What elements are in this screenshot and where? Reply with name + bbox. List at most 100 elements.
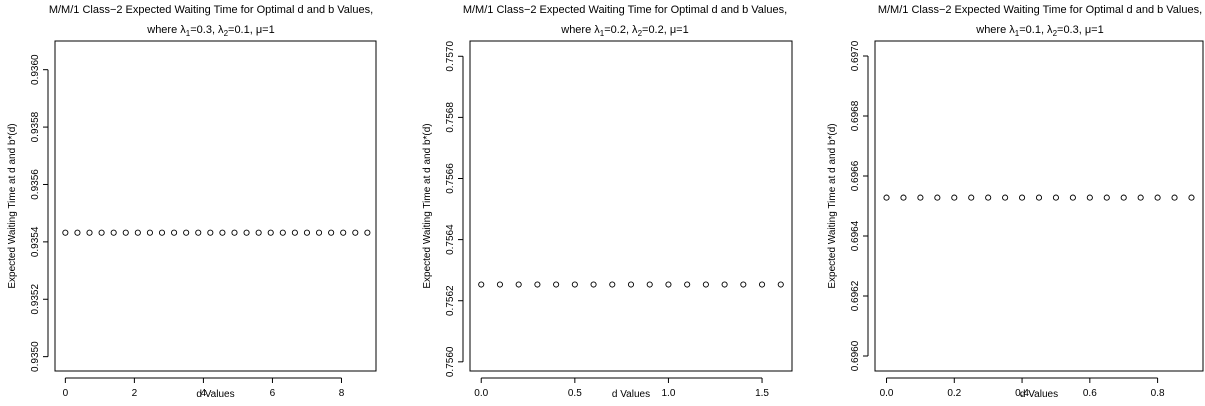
chart-title: M/M/1 Class−2 Expected Waiting Time for … xyxy=(49,4,373,16)
plot-area xyxy=(874,40,1204,372)
y-tick-label: 0.6964 xyxy=(850,220,861,251)
subtitle-text: =0.3, λ xyxy=(190,24,224,36)
y-axis-label: Expected Waiting Time at d and b*(d) xyxy=(422,123,433,288)
y-tick-label: 0.9356 xyxy=(30,169,41,200)
y-tick-label: 0.7562 xyxy=(445,285,456,316)
data-point xyxy=(721,281,728,288)
subscript: 1 xyxy=(1015,29,1020,38)
chart-title: M/M/1 Class−2 Expected Waiting Time for … xyxy=(878,4,1202,16)
y-tick-label: 0.6960 xyxy=(850,340,861,371)
x-tick-label: 4 xyxy=(201,388,207,399)
data-point xyxy=(207,229,214,236)
x-tick-label: 0.6 xyxy=(1083,388,1097,399)
chart-title: M/M/1 Class−2 Expected Waiting Time for … xyxy=(463,4,787,16)
x-tick-label: 1.5 xyxy=(755,388,769,399)
x-tick-label: 0.0 xyxy=(880,388,894,399)
chart-subtitle: where λ1=0.2, λ2=0.2, μ=1 xyxy=(560,24,688,38)
data-point xyxy=(158,229,166,236)
y-tick-label: 0.6966 xyxy=(850,160,861,191)
data-point xyxy=(134,229,141,236)
subtitle-text: where λ xyxy=(975,24,1015,36)
data-point xyxy=(646,281,653,288)
subtitle-text: =0.1, λ xyxy=(1019,24,1053,36)
x-axis-label: d Values xyxy=(196,389,234,400)
data-point xyxy=(1019,194,1026,201)
data-point xyxy=(255,229,262,236)
data-point xyxy=(553,281,560,288)
data-point xyxy=(985,194,992,201)
data-point xyxy=(777,281,784,288)
subtitle-text: where λ xyxy=(560,24,600,36)
data-point xyxy=(328,229,335,236)
x-tick-label: 2 xyxy=(132,388,138,399)
data-point xyxy=(590,281,597,288)
data-point xyxy=(534,281,541,288)
data-point xyxy=(122,229,129,236)
data-point xyxy=(146,229,153,236)
y-tick-label: 0.7566 xyxy=(445,163,456,194)
data-point xyxy=(279,229,286,236)
subtitle-text: where λ xyxy=(146,24,186,36)
subtitle-text: =0.3, μ=1 xyxy=(1057,24,1104,36)
data-point xyxy=(900,194,907,201)
chart-panel-1: M/M/1 Class−2 Expected Waiting Time for … xyxy=(7,4,377,400)
data-point xyxy=(86,229,93,236)
data-point xyxy=(62,229,69,236)
data-point xyxy=(267,229,274,236)
x-tick-label: 0.4 xyxy=(1015,388,1029,399)
y-tick-label: 0.9358 xyxy=(30,111,41,142)
data-point xyxy=(917,194,924,201)
data-point xyxy=(684,281,691,288)
x-axis-label: d Values xyxy=(612,389,650,400)
y-tick-label: 0.9360 xyxy=(30,54,41,85)
data-point xyxy=(340,229,347,236)
data-point xyxy=(1086,194,1093,201)
data-point xyxy=(110,229,117,236)
data-point xyxy=(478,281,485,288)
data-point xyxy=(934,194,941,201)
data-point xyxy=(183,229,190,236)
data-point xyxy=(496,281,504,288)
y-axis-label: Expected Waiting Time at d and b*(d) xyxy=(827,123,838,288)
data-point xyxy=(1154,194,1161,201)
y-tick-label: 0.6962 xyxy=(850,280,861,311)
data-point xyxy=(883,194,890,201)
data-point xyxy=(171,229,178,236)
data-point xyxy=(1120,194,1127,201)
data-point xyxy=(231,229,238,236)
chart-panel-3: M/M/1 Class−2 Expected Waiting Time for … xyxy=(827,4,1204,400)
data-point xyxy=(758,281,766,288)
x-axis-label: d Values xyxy=(1020,389,1058,400)
data-point xyxy=(1188,194,1195,201)
data-point xyxy=(968,194,975,201)
data-point xyxy=(515,281,522,288)
y-tick-label: 0.9350 xyxy=(30,341,41,372)
data-point xyxy=(740,281,747,288)
data-point xyxy=(1103,194,1110,201)
subscript: 2 xyxy=(224,29,229,38)
data-point xyxy=(1002,194,1009,201)
subscript: 2 xyxy=(1053,29,1058,38)
x-tick-label: 8 xyxy=(339,388,345,399)
y-tick-label: 0.7570 xyxy=(445,41,456,72)
y-tick-label: 0.7564 xyxy=(445,224,456,255)
data-point xyxy=(315,229,323,236)
x-tick-label: 6 xyxy=(270,388,276,399)
chart-subtitle: where λ1=0.3, λ2=0.1, μ=1 xyxy=(146,24,274,38)
plot-area xyxy=(469,40,793,372)
data-point xyxy=(98,229,105,236)
data-point xyxy=(1052,194,1059,201)
y-axis-label: Expected Waiting Time at d and b*(d) xyxy=(7,123,18,288)
data-point xyxy=(571,281,578,288)
data-point xyxy=(951,194,958,201)
chart-subtitle: where λ1=0.1, λ2=0.3, μ=1 xyxy=(975,24,1103,38)
data-point xyxy=(352,229,359,236)
chart-panel-2: M/M/1 Class−2 Expected Waiting Time for … xyxy=(422,4,793,400)
y-tick-label: 0.7560 xyxy=(445,346,456,377)
y-tick-label: 0.9352 xyxy=(30,284,41,315)
subscript: 2 xyxy=(638,29,643,38)
data-point xyxy=(665,281,672,288)
plot-area xyxy=(54,40,377,372)
data-point xyxy=(219,229,226,236)
data-point xyxy=(364,229,371,236)
